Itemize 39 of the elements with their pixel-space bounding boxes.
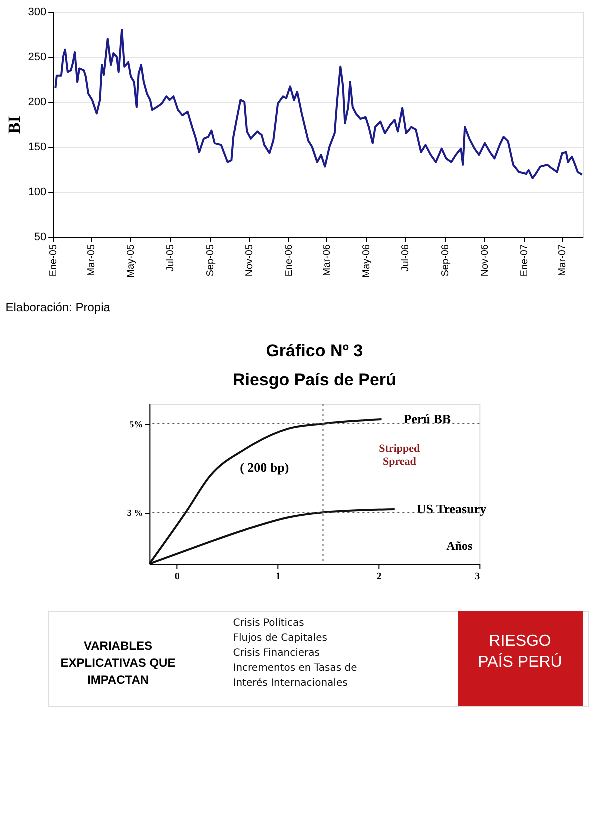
x-tick-label: Nov-05 (244, 244, 256, 277)
line-series (54, 29, 584, 180)
x-tick-label: Mar-07 (557, 244, 568, 276)
x-axis-title: Años (446, 539, 473, 553)
series-label: US Treasury (416, 501, 488, 516)
text: Elaboración: Propia (6, 300, 111, 314)
text: Crisis Políticas Flujos de Capitales Crisis Financieras Incrementos en Tasas de Interés Internacionales (233, 618, 358, 689)
x-tick-label: Nov-06 (480, 244, 491, 277)
x-tick-label: 2 (376, 572, 382, 582)
text: VARIABLES EXPLICATIVAS QUE IMPACTAN (60, 639, 176, 687)
x-tick-label: 1 (276, 572, 281, 582)
x-tick-label: Mar-05 (86, 244, 98, 276)
text: RIESGO PAÍS PERÚ (478, 633, 562, 671)
x-tick-label: Jul-06 (400, 244, 412, 272)
y-tick-label: 50 (34, 232, 47, 244)
x-tick-label: 0 (174, 572, 180, 582)
y-tick-label: 5% (130, 419, 144, 430)
chart-title: Gráfico Nº 3 (266, 342, 364, 360)
chart-subtitle: Riesgo País de Perú (232, 370, 396, 390)
series-label: Perú BB (404, 412, 452, 427)
x-tick-label: Jul-05 (165, 244, 176, 272)
y-tick-label: 300 (28, 6, 47, 18)
annotation: ( 200 bp) (240, 460, 290, 475)
x-tick-label: 3 (475, 572, 480, 582)
x-tick-label: Ene-05 (48, 244, 60, 277)
x-tick-label: Ene-06 (284, 244, 295, 277)
y-tick-label: 100 (28, 186, 47, 198)
y-tick-label: 250 (28, 52, 47, 64)
y-tick-label: 3 % (127, 508, 144, 518)
x-tick-label: Sep-06 (440, 244, 452, 277)
y-axis-title: BI (5, 116, 24, 134)
annotation: Stripped Spread (379, 443, 420, 468)
x-tick-label: May-06 (361, 244, 372, 278)
y-tick-label: 150 (28, 142, 47, 154)
x-tick-label: Ene-07 (519, 244, 530, 277)
x-tick-label: May-05 (126, 244, 137, 278)
y-tick-label: 200 (28, 96, 47, 108)
x-tick-label: Sep-05 (205, 244, 216, 277)
x-tick-label: Mar-06 (322, 244, 333, 276)
